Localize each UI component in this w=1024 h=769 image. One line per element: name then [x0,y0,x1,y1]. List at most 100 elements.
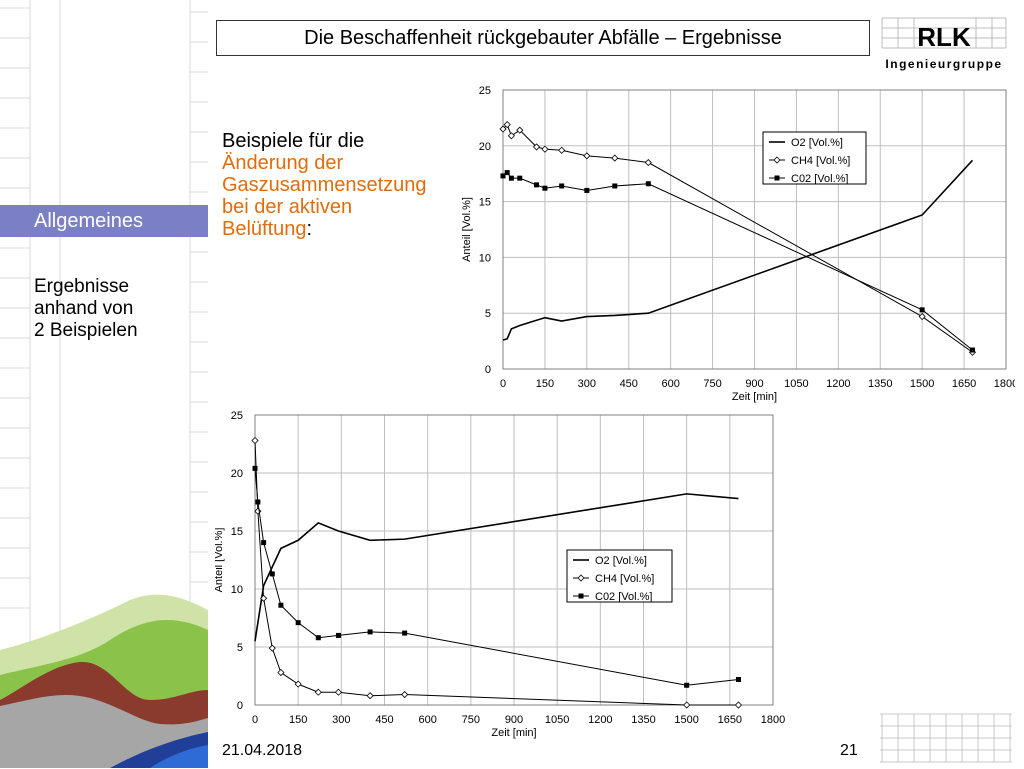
intro-line-highlight: Änderung der [222,152,344,174]
data-point-square [645,181,651,187]
legend-label: CH4 [Vol.%] [595,573,654,585]
x-tick-label: 750 [703,378,721,390]
data-point-square [542,185,548,191]
intro-line-highlight: Gaszusammensetzung [222,174,427,196]
nav-item-label: Allgemeines [34,209,143,232]
page-title: Die Beschaffenheit rückgebauter Abfälle … [216,20,870,56]
decorative-landscape-graphic [0,0,208,768]
nav-subitem-line: 2 Beispielen [34,320,138,341]
y-axis-label: Anteil [Vol.%] [215,528,225,593]
y-tick-label: 10 [231,584,243,596]
y-tick-label: 5 [237,642,243,654]
y-axis-label: Anteil [Vol.%] [461,197,473,262]
y-tick-label: 25 [479,85,491,97]
x-tick-label: 1200 [826,378,850,390]
legend-marker-square [774,175,780,181]
data-point-square [584,187,590,193]
x-tick-label: 0 [500,378,506,390]
data-point-square [612,183,618,189]
x-tick-label: 900 [505,714,523,726]
x-tick-label: 300 [578,378,596,390]
nav-subitem-ergebnisse[interactable]: Ergebnisse anhand von 2 Beispielen [34,276,204,342]
legend-label: O2 [Vol.%] [595,555,647,567]
legend-label: O2 [Vol.%] [791,137,843,149]
x-tick-label: 600 [661,378,679,390]
decorative-grid-graphic [880,713,1012,763]
chart-example-2: 0 150 300 450 600 750 900 1050 1200 1350 1500 1650 1… [213,405,795,750]
y-tick-label: 25 [231,410,243,422]
x-axis-label: Zeit [min] [732,391,777,403]
data-point-diamond [558,146,566,154]
data-point-diamond [401,690,409,699]
x-tick-label: 1050 [545,714,569,726]
data-point-square [508,175,514,181]
x-tick-label: 300 [332,714,350,726]
chart-example-1: 0 150 300 450 600 750 900 1050 1200 1350 1500 1650 1… [455,80,1018,415]
y-tick-label: 5 [485,308,491,320]
data-point-diamond [314,688,322,696]
series-line [254,493,739,642]
legend-box [566,549,673,603]
page-number: 21 [840,742,858,759]
data-point-square [969,347,975,353]
x-tick-label: 0 [252,714,258,726]
y-tick-label: 0 [237,700,243,712]
logo-subtitle: Ingenieurgruppe [885,57,1002,71]
x-tick-label: 1650 [952,378,976,390]
data-point-square [255,499,261,505]
footer-date: 21.04.2018 [222,742,303,759]
legend-marker-diamond [577,574,585,582]
data-point-square [278,602,284,608]
legend-box [762,131,867,185]
y-tick-label: 15 [231,526,243,538]
data-point-square [500,173,506,179]
plot-area [254,414,774,706]
x-tick-label: 900 [745,378,763,390]
series-line [502,171,973,351]
plot-area [502,89,1007,370]
legend-label: C02 [Vol.%] [595,591,652,603]
data-point-diamond [644,158,652,167]
x-tick-label: 1350 [631,714,655,726]
data-point-square [559,183,565,189]
data-point-diamond [499,125,507,133]
data-point-square [735,676,741,682]
intro-line-highlight: bei der aktiven [222,196,353,218]
data-point-square [517,175,523,181]
nav-item-allgemeines[interactable]: Allgemeines [0,205,208,237]
logo-text: RLK [917,22,971,52]
nav-subitem-line: anhand von [34,298,134,319]
rlk-logo-graphic: RLK Ingenieurgruppe [881,17,1007,71]
y-tick-label: 0 [485,364,491,376]
x-tick-label: 1650 [718,714,742,726]
x-tick-label: 750 [462,714,480,726]
data-point-diamond [334,688,343,696]
data-point-square [261,540,267,546]
series-line [254,468,739,686]
x-tick-label: 150 [289,714,307,726]
x-tick-label: 150 [536,378,554,390]
data-point-diamond [507,132,515,140]
x-tick-label: 1050 [784,378,808,390]
data-point-diamond [268,644,276,652]
data-point-square [295,620,301,626]
intro-line: Beispiele für die [222,130,365,152]
data-point-diamond [503,121,511,129]
data-point-square [367,629,373,635]
x-tick-label: 450 [375,714,393,726]
chart-2-svg: 0 150 300 450 600 750 900 1050 1200 1350 1500 1650 1… [213,410,785,739]
data-point-diamond [683,701,691,709]
left-decoration-panel [0,0,208,768]
data-point-square [534,182,540,188]
data-point-diamond [918,312,926,321]
x-tick-label: 1800 [761,714,785,726]
x-tick-label: 1800 [994,378,1015,390]
data-point-square [269,571,275,577]
x-tick-label: 1200 [588,714,612,726]
data-point-diamond [251,436,259,445]
y-tick-label: 15 [479,197,491,209]
x-axis-label: Zeit [min] [491,727,536,739]
data-point-square [335,632,341,638]
data-point-diamond [516,126,524,134]
data-point-square [684,682,690,688]
